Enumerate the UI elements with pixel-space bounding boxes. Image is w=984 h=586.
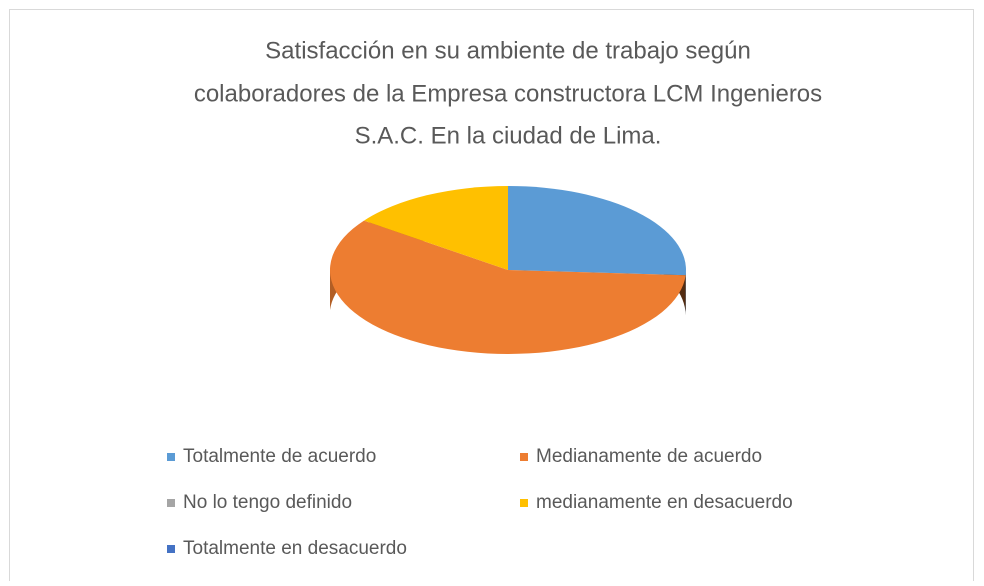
legend-label: No lo tengo definido — [183, 492, 352, 513]
legend-label: Totalmente de acuerdo — [183, 446, 376, 467]
legend-marker — [167, 545, 175, 553]
legend-label: Medianamente de acuerdo — [536, 446, 762, 467]
legend-marker — [167, 453, 175, 461]
chart-title: Satisfacción en su ambiente de trabajo s… — [265, 37, 751, 64]
pie-tops — [330, 186, 686, 354]
legend-marker — [520, 499, 528, 507]
legend-label: Totalmente en desacuerdo — [183, 538, 407, 559]
chart-title: colaboradores de la Empresa constructora… — [194, 80, 822, 107]
chart-title: S.A.C. En la ciudad de Lima. — [355, 122, 662, 149]
legend-marker — [167, 499, 175, 507]
legend-marker — [520, 453, 528, 461]
legend-label: medianamente en desacuerdo — [536, 492, 793, 513]
